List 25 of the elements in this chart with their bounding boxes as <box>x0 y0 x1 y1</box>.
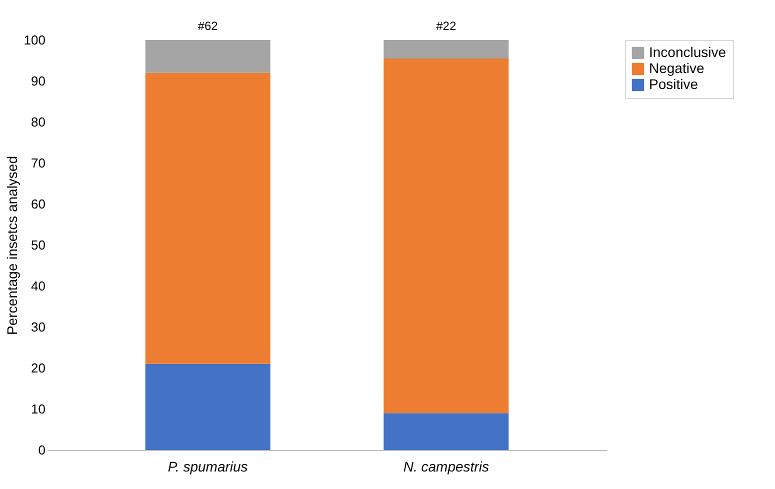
y-axis-title: Percentage insetcs analysed <box>4 156 20 335</box>
y-tick-label: 70 <box>31 156 46 170</box>
legend-label: Inconclusive <box>649 44 726 60</box>
bar <box>145 72 270 364</box>
y-tick-label: 100 <box>24 32 46 48</box>
bar <box>384 58 509 414</box>
legend-label: Positive <box>649 76 698 92</box>
y-tick-label: 0 <box>38 442 46 458</box>
y-tick-label: 20 <box>31 360 46 376</box>
y-tick-label: 80 <box>31 114 46 130</box>
bar <box>384 413 509 450</box>
y-tick-label: 40 <box>31 278 46 294</box>
x-tick-label: N. campestris <box>403 458 489 474</box>
y-tick-label: 50 <box>31 238 46 252</box>
bar <box>384 40 509 58</box>
annotation: #62 <box>198 19 218 33</box>
legend-label: Negative <box>649 60 704 76</box>
y-tick-label: 60 <box>31 196 46 212</box>
y-tick-label: 90 <box>31 74 46 88</box>
x-tick-label: P. spumarius <box>168 458 248 474</box>
y-tick-label: 30 <box>31 320 46 334</box>
y-tick-label: 10 <box>31 402 46 416</box>
bar <box>145 364 270 450</box>
annotation: #22 <box>436 19 456 33</box>
bar <box>145 40 270 73</box>
